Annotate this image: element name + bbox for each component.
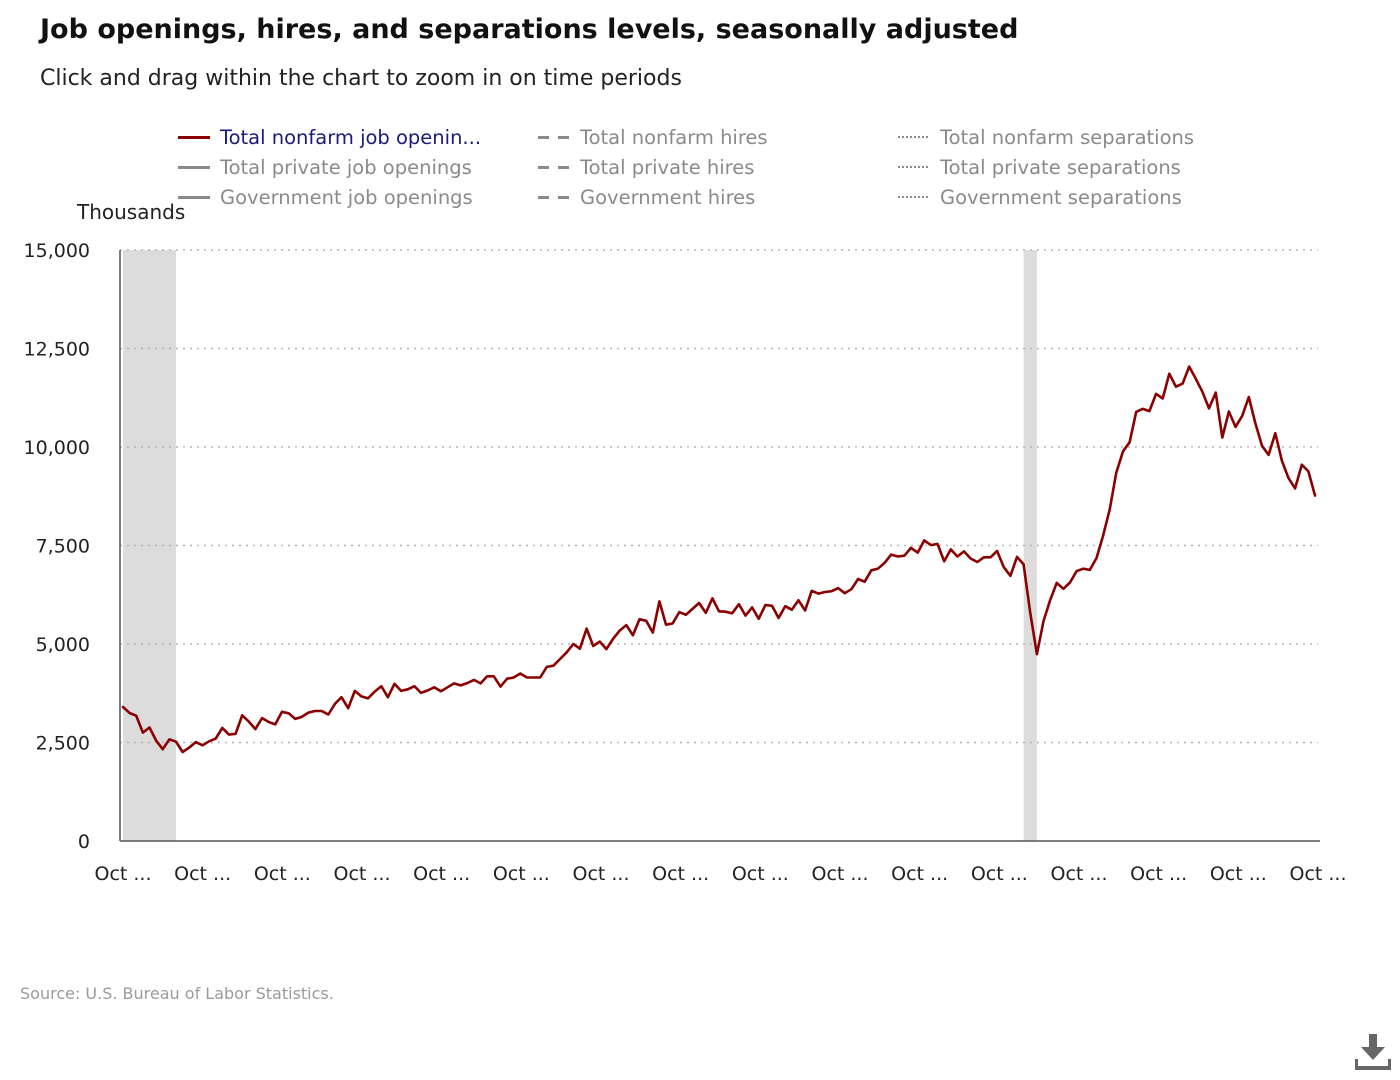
legend-label: Government separations [940,185,1182,209]
y-tick-label: 5,000 [36,634,90,656]
legend-label: Government job openings [220,185,473,209]
x-tick-label: Oct ... [732,863,789,885]
legend-swatch-dashed [538,195,570,199]
x-tick-label: Oct ... [493,863,550,885]
x-tick-label: Oct ... [94,863,151,885]
y-tick-label: 0 [78,831,90,853]
x-tick-label: Oct ... [1130,863,1187,885]
x-tick-label: Oct ... [891,863,948,885]
legend-item[interactable]: Total nonfarm job openin... [178,124,481,150]
legend-item[interactable]: Total private job openings [178,154,472,180]
legend-label: Total private separations [940,155,1181,179]
legend-item[interactable]: Total private hires [538,154,754,180]
x-tick-label: Oct ... [811,863,868,885]
chart-legend: Total nonfarm job openin... Total nonfarm… [178,124,1278,216]
legend-swatch-solid [178,135,210,139]
series-line-total-nonfarm-job-openings[interactable] [121,365,1317,754]
legend-swatch-solid [178,195,210,199]
legend-swatch-dotted [898,196,930,198]
y-tick-label: 12,500 [24,339,90,361]
x-tick-label: Oct ... [652,863,709,885]
x-tick-label: Oct ... [1289,863,1346,885]
source-note: Source: U.S. Bureau of Labor Statistics. [20,984,334,1003]
download-icon[interactable] [1352,1030,1394,1072]
legend-item[interactable]: Government job openings [178,184,473,210]
x-tick-label: Oct ... [1050,863,1107,885]
legend-item[interactable]: Government separations [898,184,1182,210]
x-tick-label: Oct ... [333,863,390,885]
y-tick-label: 2,500 [36,733,90,755]
x-tick-label: Oct ... [174,863,231,885]
legend-swatch-dotted [898,166,930,168]
legend-label: Government hires [580,185,756,209]
line-chart[interactable]: 0 2,500 5,000 7,500 10,000 12,500 15,000 Thousa… [0,0,1400,940]
legend-label: Total nonfarm job openin... [220,125,482,149]
legend-item[interactable]: Total nonfarm separations [898,124,1194,150]
chart-title: Job openings, hires, and separations lev… [40,14,1019,45]
legend-label: Total nonfarm separations [940,125,1195,149]
legend-label: Total nonfarm hires [580,125,768,149]
legend-label: Total private hires [580,155,755,179]
legend-swatch-solid [178,165,210,169]
legend-swatch-dashed [538,135,570,139]
chart-subtitle: Click and drag within the chart to zoom … [40,66,682,91]
y-tick-label: 7,500 [36,536,90,558]
x-tick-label: Oct ... [971,863,1028,885]
y-tick-label: 10,000 [24,437,90,459]
x-tick-label: Oct ... [572,863,629,885]
legend-swatch-dashed [538,165,570,169]
y-axis-title: Thousands [76,200,185,224]
x-tick-label: Oct ... [1210,863,1267,885]
legend-swatch-dotted [898,136,930,138]
legend-label: Total private job openings [220,155,472,179]
legend-item[interactable]: Total private separations [898,154,1181,180]
x-tick-label: Oct ... [413,863,470,885]
y-tick-label: 15,000 [24,240,90,262]
legend-item[interactable]: Total nonfarm hires [538,124,768,150]
x-tick-label: Oct ... [254,863,311,885]
legend-item[interactable]: Government hires [538,184,755,210]
